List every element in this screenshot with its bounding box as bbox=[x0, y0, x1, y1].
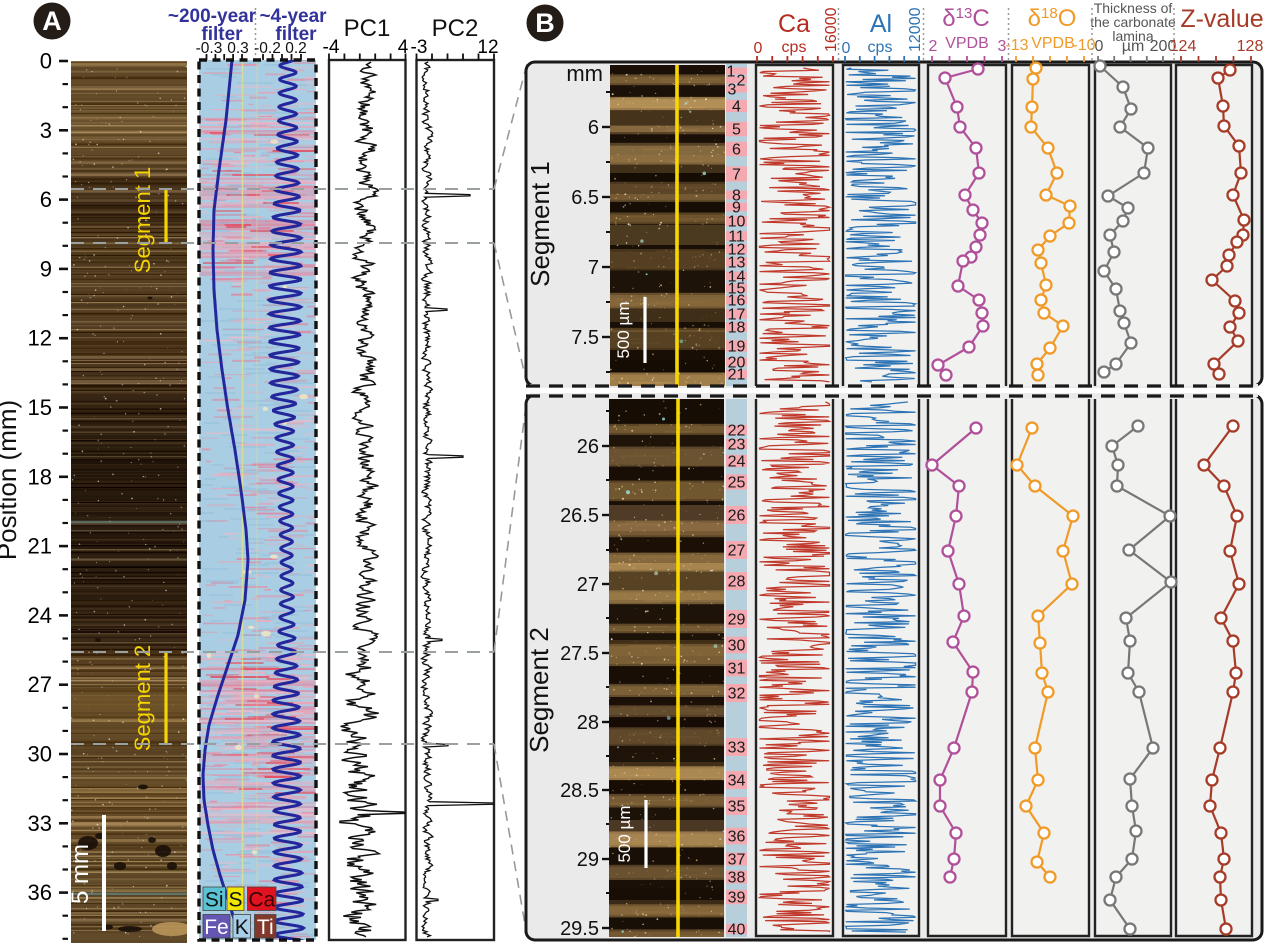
svg-text:4: 4 bbox=[732, 99, 741, 116]
svg-text:µm: µm bbox=[1122, 38, 1145, 55]
svg-text:-0.3: -0.3 bbox=[196, 40, 223, 57]
svg-text:7: 7 bbox=[588, 257, 599, 279]
svg-text:38: 38 bbox=[728, 870, 746, 887]
svg-text:32: 32 bbox=[728, 686, 746, 703]
svg-text:7.5: 7.5 bbox=[571, 327, 599, 349]
svg-text:128: 128 bbox=[1237, 38, 1264, 55]
svg-text:0: 0 bbox=[40, 49, 52, 74]
svg-text:-0.2: -0.2 bbox=[254, 40, 281, 57]
svg-text:Segment 2: Segment 2 bbox=[130, 645, 155, 751]
svg-text:3: 3 bbox=[728, 82, 737, 99]
svg-text:6.5: 6.5 bbox=[571, 187, 599, 209]
svg-text:24: 24 bbox=[28, 603, 52, 628]
svg-text:18: 18 bbox=[28, 464, 52, 489]
svg-text:40: 40 bbox=[728, 922, 746, 939]
svg-text:500 µm: 500 µm bbox=[614, 301, 633, 358]
svg-text:18: 18 bbox=[728, 320, 746, 337]
svg-text:B: B bbox=[535, 8, 555, 38]
svg-text:PC1: PC1 bbox=[344, 15, 391, 42]
svg-text:Segment 1: Segment 1 bbox=[525, 161, 555, 287]
svg-text:26: 26 bbox=[728, 508, 746, 525]
svg-text:PC2: PC2 bbox=[432, 15, 479, 42]
svg-text:6: 6 bbox=[588, 117, 599, 139]
svg-text:16000: 16000 bbox=[823, 7, 840, 52]
svg-text:Segment 1: Segment 1 bbox=[130, 167, 155, 273]
svg-text:Ca: Ca bbox=[248, 889, 275, 912]
svg-text:26: 26 bbox=[577, 436, 599, 458]
svg-text:27: 27 bbox=[577, 574, 599, 596]
svg-text:33: 33 bbox=[28, 811, 52, 836]
svg-text:30: 30 bbox=[728, 638, 746, 655]
svg-text:7: 7 bbox=[732, 167, 741, 184]
svg-text:19: 19 bbox=[728, 339, 746, 356]
svg-text:1: 1 bbox=[727, 64, 736, 81]
svg-text:28: 28 bbox=[728, 574, 746, 591]
svg-text:23: 23 bbox=[728, 437, 746, 454]
svg-text:S: S bbox=[228, 889, 242, 912]
svg-text:6: 6 bbox=[732, 142, 741, 159]
svg-text:3: 3 bbox=[40, 118, 52, 143]
svg-text:cps: cps bbox=[868, 39, 893, 56]
svg-text:21: 21 bbox=[28, 534, 52, 559]
svg-text:500 µm: 500 µm bbox=[615, 805, 634, 862]
svg-text:VPDB: VPDB bbox=[945, 35, 989, 52]
svg-text:0.2: 0.2 bbox=[285, 40, 307, 57]
svg-text:4: 4 bbox=[398, 37, 409, 58]
svg-text:cps: cps bbox=[782, 39, 807, 56]
svg-text:28: 28 bbox=[577, 712, 599, 734]
svg-text:-4: -4 bbox=[323, 37, 340, 58]
svg-text:124: 124 bbox=[1170, 38, 1197, 55]
svg-text:Al: Al bbox=[870, 10, 892, 38]
svg-text:27: 27 bbox=[728, 543, 746, 560]
svg-text:30: 30 bbox=[28, 742, 52, 767]
svg-text:27: 27 bbox=[28, 672, 52, 697]
svg-text:6: 6 bbox=[40, 187, 52, 212]
svg-text:36: 36 bbox=[728, 829, 746, 846]
svg-text:Si: Si bbox=[205, 889, 224, 912]
svg-text:Ca: Ca bbox=[778, 10, 810, 38]
svg-text:29.5: 29.5 bbox=[560, 918, 599, 940]
svg-text:mm: mm bbox=[566, 61, 603, 86]
svg-text:21: 21 bbox=[728, 367, 746, 384]
svg-text:15: 15 bbox=[28, 395, 52, 420]
svg-text:2: 2 bbox=[737, 73, 746, 90]
svg-text:25: 25 bbox=[728, 475, 746, 492]
svg-text:12: 12 bbox=[28, 326, 52, 351]
svg-text:36: 36 bbox=[28, 880, 52, 905]
svg-text:Position (mm): Position (mm) bbox=[0, 400, 22, 560]
svg-text:Z-value: Z-value bbox=[1180, 5, 1263, 33]
svg-text:5 mm: 5 mm bbox=[67, 844, 94, 904]
svg-text:27.5: 27.5 bbox=[560, 643, 599, 665]
svg-text:0: 0 bbox=[1095, 38, 1104, 55]
svg-text:2: 2 bbox=[929, 38, 938, 55]
svg-text:0: 0 bbox=[842, 40, 851, 57]
svg-text:29: 29 bbox=[577, 849, 599, 871]
svg-text:0: 0 bbox=[754, 40, 763, 57]
svg-text:28.5: 28.5 bbox=[560, 780, 599, 802]
svg-text:35: 35 bbox=[728, 799, 746, 816]
svg-text:0.3: 0.3 bbox=[227, 40, 249, 57]
svg-text:5: 5 bbox=[732, 122, 741, 139]
svg-text:-3: -3 bbox=[411, 37, 428, 58]
svg-text:12000: 12000 bbox=[907, 7, 924, 52]
svg-text:37: 37 bbox=[728, 852, 746, 869]
svg-text:33: 33 bbox=[728, 740, 746, 757]
svg-text:A: A bbox=[42, 6, 62, 36]
svg-text:26.5: 26.5 bbox=[560, 505, 599, 527]
svg-text:29: 29 bbox=[728, 612, 746, 629]
svg-text:Ti: Ti bbox=[257, 916, 274, 939]
svg-text:34: 34 bbox=[728, 773, 746, 790]
svg-text:9: 9 bbox=[40, 256, 52, 281]
svg-text:39: 39 bbox=[728, 890, 746, 907]
svg-text:24: 24 bbox=[728, 454, 746, 471]
svg-text:12: 12 bbox=[477, 37, 498, 58]
svg-text:VPDB: VPDB bbox=[1031, 35, 1075, 52]
svg-text:31: 31 bbox=[728, 661, 746, 678]
svg-text:K: K bbox=[235, 916, 249, 939]
svg-text:Fe: Fe bbox=[204, 916, 229, 939]
svg-text:Segment 2: Segment 2 bbox=[524, 627, 554, 753]
